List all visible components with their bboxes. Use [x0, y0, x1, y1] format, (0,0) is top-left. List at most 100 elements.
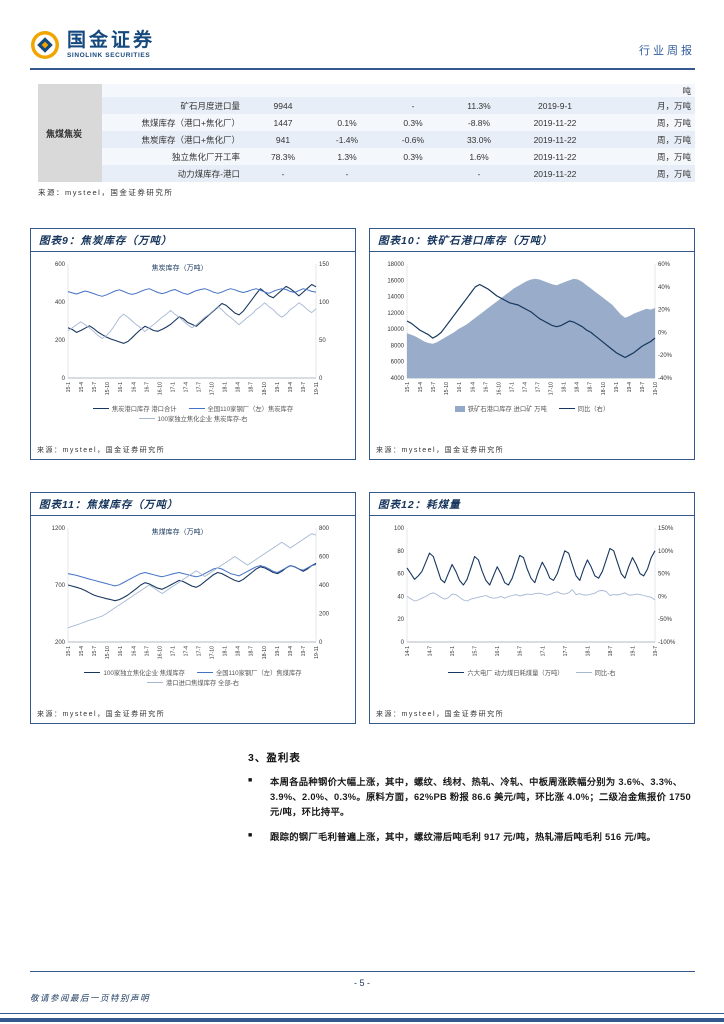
legend-item: 100家独立焦化企业 焦煤库存 [84, 668, 185, 677]
svg-text:10000: 10000 [387, 327, 404, 333]
svg-text:15-7: 15-7 [92, 646, 98, 656]
svg-text:17-7: 17-7 [563, 646, 569, 656]
svg-text:16-10: 16-10 [496, 382, 502, 395]
report-type-label: 行业周报 [639, 45, 695, 57]
svg-text:17-10: 17-10 [210, 646, 216, 659]
chart-canvas: 0 200 400 600 0 50 100 150 15-1 15-4 15-7 15-10 16-1… [55, 262, 330, 395]
bottom-rule-thin [0, 1013, 724, 1014]
legend-label: 港口进口焦煤库存 全部-右 [165, 680, 240, 687]
svg-text:19-7: 19-7 [301, 382, 307, 392]
cell-indicator-name: 动力煤库存-港口 [177, 168, 240, 179]
page-number: - 5 - [353, 978, 370, 988]
table-unit-row: 吨 [102, 84, 695, 97]
cell-chg-1: -1.4% [335, 134, 359, 145]
svg-text:100: 100 [319, 300, 330, 306]
chart-box-9: 图表9：焦炭库存（万吨） 0 200 400 600 0 50 100 150 15-1 15-4 1… [30, 228, 356, 460]
bullet-icon: ■ [248, 777, 253, 784]
svg-text:16-1: 16-1 [457, 382, 463, 392]
svg-text:18-7: 18-7 [588, 382, 594, 392]
svg-text:0: 0 [319, 640, 323, 646]
legend-item: 六大电厂 动力煤日耗煤量（万吨） [448, 668, 564, 677]
footer-rule [30, 971, 695, 972]
svg-text:40%: 40% [658, 285, 671, 291]
svg-text:15-10: 15-10 [105, 646, 111, 659]
chart-plot-area: 4000 6000 8000 10000 12000 14000 16000 18000 -40… [370, 252, 694, 404]
svg-text:40: 40 [397, 594, 404, 600]
table-row: 动力煤库存-港口 - - - 2019-11-22 周，万吨 [102, 165, 695, 182]
chart-title: 图表10：铁矿石港口库存（万吨） [370, 229, 694, 252]
indicator-table-section: 焦煤焦炭 吨矿石月度进口量 9944 - 11.3% 2019-9-1 月，万吨 焦煤库存（… [38, 84, 695, 198]
svg-text:18-1: 18-1 [223, 646, 229, 656]
brand-name-cn: 国金证券 [67, 30, 156, 52]
svg-text:20%: 20% [658, 308, 671, 314]
cell-indicator-name: 焦煤库存（港口+焦化厂） [141, 117, 240, 128]
svg-text:0: 0 [62, 376, 66, 382]
svg-text:400: 400 [55, 300, 66, 306]
svg-text:18-7: 18-7 [249, 646, 255, 656]
legend-line-swatch [575, 672, 592, 673]
cell-value: 1447 [273, 117, 293, 128]
svg-text:17-10: 17-10 [210, 382, 216, 395]
svg-text:15-1: 15-1 [66, 382, 72, 392]
brand-name-en: SINOLINK SECURITIES [67, 51, 151, 59]
cell-date: 2019-11-22 [533, 134, 577, 145]
chart-box-12: 图表12：耗煤量 0 20 40 60 80 100 -100% -50% 0% 50% 100% 15… [369, 492, 695, 724]
svg-text:800: 800 [319, 526, 330, 532]
legend-line-swatch [196, 672, 213, 673]
cell-freq: 周，万吨 [656, 168, 691, 179]
cell-value: - [281, 168, 285, 179]
legend-line-swatch [84, 672, 101, 673]
cell-chg-2: -0.6% [401, 134, 425, 145]
svg-text:18-1: 18-1 [223, 382, 229, 392]
svg-text:15-4: 15-4 [418, 382, 424, 392]
cell-value: 78.3% [270, 151, 296, 162]
svg-text:焦煤库存（万吨）: 焦煤库存（万吨） [152, 527, 208, 536]
cell-chg-1: 1.3% [337, 151, 357, 162]
cell-freq: 吨 [682, 85, 691, 96]
cell-date: 2019-9-1 [537, 100, 573, 111]
svg-text:0%: 0% [658, 330, 667, 336]
svg-text:17-1: 17-1 [170, 646, 176, 656]
cell-chg-3: -8.8% [467, 117, 491, 128]
cell-date: 2019-11-22 [533, 117, 577, 128]
legend-label: 同比（右） [577, 406, 610, 413]
svg-text:17-7: 17-7 [536, 382, 542, 392]
svg-text:50: 50 [319, 338, 326, 344]
table-row: 焦炭库存（港口+焦化厂） 941 -1.4% -0.6% 33.0% 2019-11-22… [102, 131, 695, 148]
svg-text:200: 200 [55, 640, 66, 646]
svg-text:19-4: 19-4 [288, 382, 294, 392]
svg-text:15-10: 15-10 [444, 382, 450, 395]
svg-text:16-1: 16-1 [118, 646, 124, 656]
table-source: 来源：mysteel，国金证券研究所 [38, 188, 174, 197]
svg-text:60%: 60% [658, 262, 671, 268]
svg-text:6000: 6000 [391, 360, 405, 366]
svg-text:15-10: 15-10 [105, 382, 111, 395]
chart-legend: 铁矿石港口库存 进口矿 万吨 同比（右） [370, 404, 694, 413]
svg-text:19-4: 19-4 [627, 382, 633, 392]
svg-text:18-10: 18-10 [262, 646, 268, 659]
chart-canvas: 0 20 40 60 80 100 -100% -50% 0% 50% 100% 150% 14-1 14… [394, 526, 676, 656]
legend-item: 全国110家钢厂（左）焦煤库存 [196, 668, 302, 677]
svg-text:16-7: 16-7 [518, 646, 524, 656]
cell-chg-1: 0.1% [337, 117, 357, 128]
cell-chg-3: 33.0% [466, 134, 492, 145]
svg-text:19-1: 19-1 [275, 646, 281, 656]
svg-text:15-7: 15-7 [92, 382, 98, 392]
chart-plot-area: 200 700 1200 0 200 400 600 800 15-1 15-4 15-7 15-10… [31, 516, 355, 668]
cell-chg-3: 11.3% [467, 100, 491, 111]
cell-chg-3: - [477, 168, 481, 179]
svg-text:焦炭库存（万吨）: 焦炭库存（万吨） [152, 263, 208, 272]
svg-text:-50%: -50% [658, 617, 673, 623]
svg-text:200: 200 [55, 338, 66, 344]
svg-text:19-1: 19-1 [630, 646, 636, 656]
cell-freq: 周，万吨 [656, 151, 691, 162]
svg-text:8000: 8000 [391, 343, 405, 349]
legend-area-swatch [454, 405, 465, 412]
cell-indicator-name: 独立焦化厂开工率 [171, 151, 240, 162]
brand-text: 国金证券 SINOLINK SECURITIES [67, 30, 156, 59]
cell-chg-1: - [345, 168, 349, 179]
legend-label: 铁矿石港口库存 进口矿 万吨 [467, 406, 547, 413]
svg-text:60: 60 [397, 572, 404, 578]
svg-text:16000: 16000 [387, 278, 404, 284]
cell-chg-3: 1.6% [469, 151, 489, 162]
